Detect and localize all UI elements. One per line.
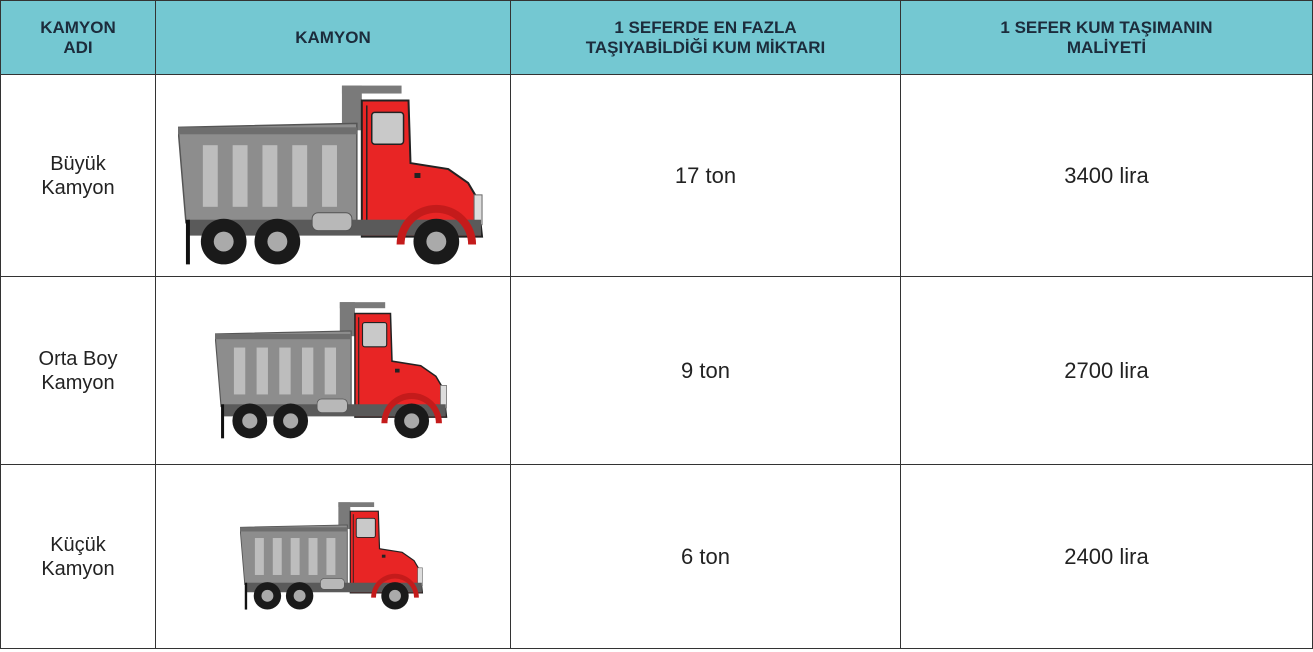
truck-name: Kamyon	[41, 371, 115, 394]
table-row: Küçük Kamyon 6 ton 2400 lira	[0, 464, 1313, 649]
capacity: 6 ton	[681, 543, 730, 569]
truck-name: Kamyon	[41, 176, 115, 199]
capacity-cell: 17 ton	[510, 74, 901, 277]
header-cell: 1 SEFER KUM TAŞIMANIN MALİYETİ	[900, 0, 1313, 75]
cost: 3400 lira	[1064, 162, 1149, 188]
cost: 2400 lira	[1064, 543, 1149, 569]
name-cell: Büyük Kamyon	[0, 74, 156, 277]
table-row: Orta Boy Kamyon 9 ton 2700 lira	[0, 276, 1313, 465]
header-text: KAMYON	[295, 27, 371, 47]
header-text: ADI	[63, 37, 93, 57]
header-cell: KAMYON ADI	[0, 0, 156, 75]
header-cell: KAMYON	[155, 0, 511, 75]
cost: 2700 lira	[1064, 357, 1149, 383]
header-text: TAŞIYABİLDİĞİ KUM MİKTARI	[585, 37, 826, 57]
header-text: KAMYON	[40, 17, 116, 37]
cost-cell: 2700 lira	[900, 276, 1313, 465]
header-cell: 1 SEFERDE EN FAZLA TAŞIYABİLDİĞİ KUM MİKT…	[510, 0, 901, 75]
capacity: 17 ton	[674, 162, 737, 188]
header-text: MALİYETİ	[1066, 37, 1147, 57]
capacity: 9 ton	[681, 357, 730, 383]
header-row: KAMYON ADI KAMYON 1 SEFERDE EN FAZLA TAŞIYAB…	[0, 0, 1313, 75]
truck-cell	[155, 464, 511, 649]
truck-name: Büyük	[50, 152, 106, 175]
truck-icon	[215, 302, 451, 440]
capacity-cell: 9 ton	[510, 276, 901, 465]
cost-cell: 2400 lira	[900, 464, 1313, 649]
table-body: Büyük Kamyon 17 ton 3400 lira Orta Boy Kamyon…	[0, 74, 1313, 649]
truck-name: Orta Boy	[38, 347, 118, 370]
truck-name: Küçük	[50, 533, 106, 556]
truck-cell	[155, 74, 511, 277]
capacity-cell: 6 ton	[510, 464, 901, 649]
header-text: 1 SEFERDE EN FAZLA	[614, 17, 797, 37]
truck-icon	[240, 502, 426, 611]
cost-cell: 3400 lira	[900, 74, 1313, 277]
name-cell: Orta Boy Kamyon	[0, 276, 156, 465]
header-text: 1 SEFER KUM TAŞIMANIN	[1000, 17, 1213, 37]
truck-icon	[178, 85, 488, 267]
name-cell: Küçük Kamyon	[0, 464, 156, 649]
table-row: Büyük Kamyon 17 ton 3400 lira	[0, 74, 1313, 277]
truck-name: Kamyon	[41, 557, 115, 580]
truck-cell	[155, 276, 511, 465]
